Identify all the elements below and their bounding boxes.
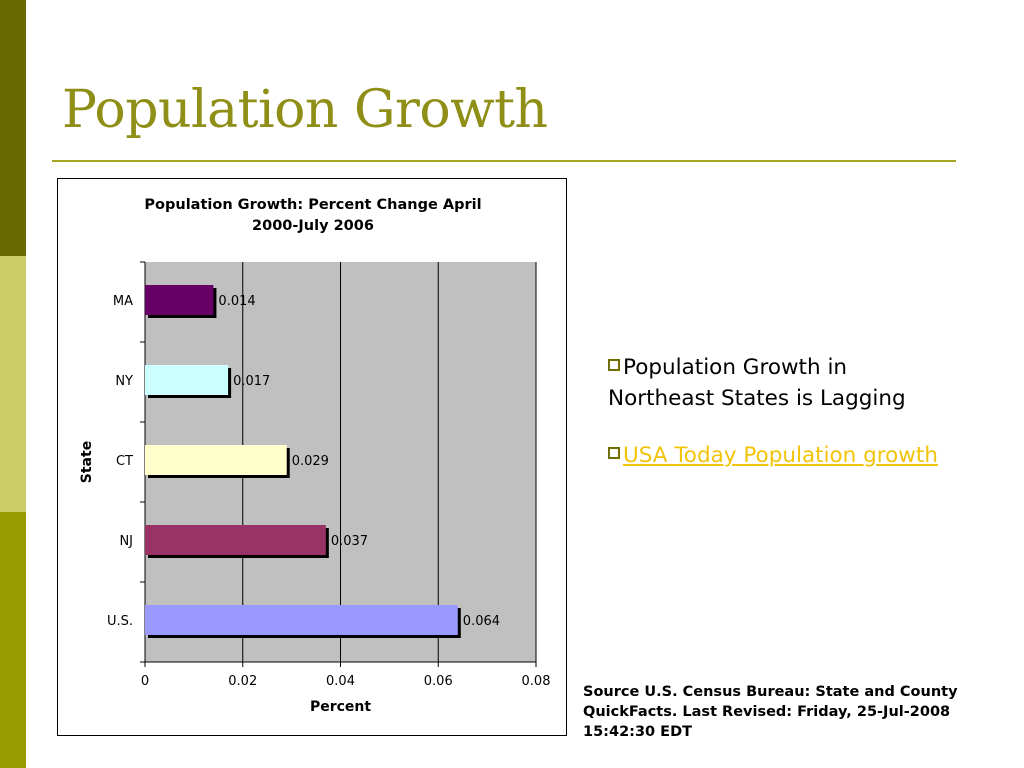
slide-title: Population Growth: [62, 80, 548, 140]
bar-ct: [145, 445, 287, 475]
population-growth-chart: Population Growth: Percent Change April 2…: [79, 197, 551, 715]
data-label: 0.017: [233, 374, 270, 389]
bar-us: [145, 605, 458, 635]
bullet-list: Population Growth in Northeast States is…: [608, 352, 938, 497]
data-label: 0.014: [218, 294, 255, 309]
x-tick-label: 0: [141, 674, 149, 689]
data-label: 0.037: [331, 534, 368, 549]
x-tick-label: 0.08: [522, 674, 551, 689]
x-axis-title: Percent: [310, 699, 371, 715]
bullet-item: USA Today Population growth: [608, 440, 938, 471]
usa-today-link[interactable]: USA Today Population growth: [623, 443, 938, 468]
chart-container: Population Growth: Percent Change April 2…: [57, 178, 567, 736]
x-tick-label: 0.02: [228, 674, 257, 689]
bar-ma: [145, 285, 214, 315]
data-label: 0.064: [463, 614, 500, 629]
decor-block: [0, 512, 26, 768]
y-tick-label: NJ: [119, 534, 133, 549]
y-tick-label: U.S.: [107, 614, 133, 629]
decor-block: [0, 256, 26, 512]
y-tick-label: NY: [115, 374, 133, 389]
bullet-text: Population Growth in Northeast States is…: [608, 355, 906, 411]
square-bullet-icon: [608, 359, 620, 371]
x-tick-label: 0.06: [424, 674, 453, 689]
title-underline: [52, 160, 956, 162]
data-label: 0.029: [292, 454, 329, 469]
square-bullet-icon: [608, 447, 620, 459]
left-decor-bar: [0, 0, 26, 768]
y-tick-label: MA: [113, 294, 133, 309]
bar-nj: [145, 525, 326, 555]
y-axis-title: State: [79, 441, 95, 483]
bar-ny: [145, 365, 229, 395]
source-note: Source U.S. Census Bureau: State and Cou…: [583, 684, 958, 740]
bullet-item: Population Growth in Northeast States is…: [608, 352, 938, 414]
chart-title: 2000-July 2006: [252, 218, 374, 234]
decor-block: [0, 0, 26, 256]
chart-title: Population Growth: Percent Change April: [144, 197, 481, 213]
x-tick-label: 0.04: [326, 674, 355, 689]
y-tick-label: CT: [116, 454, 133, 469]
